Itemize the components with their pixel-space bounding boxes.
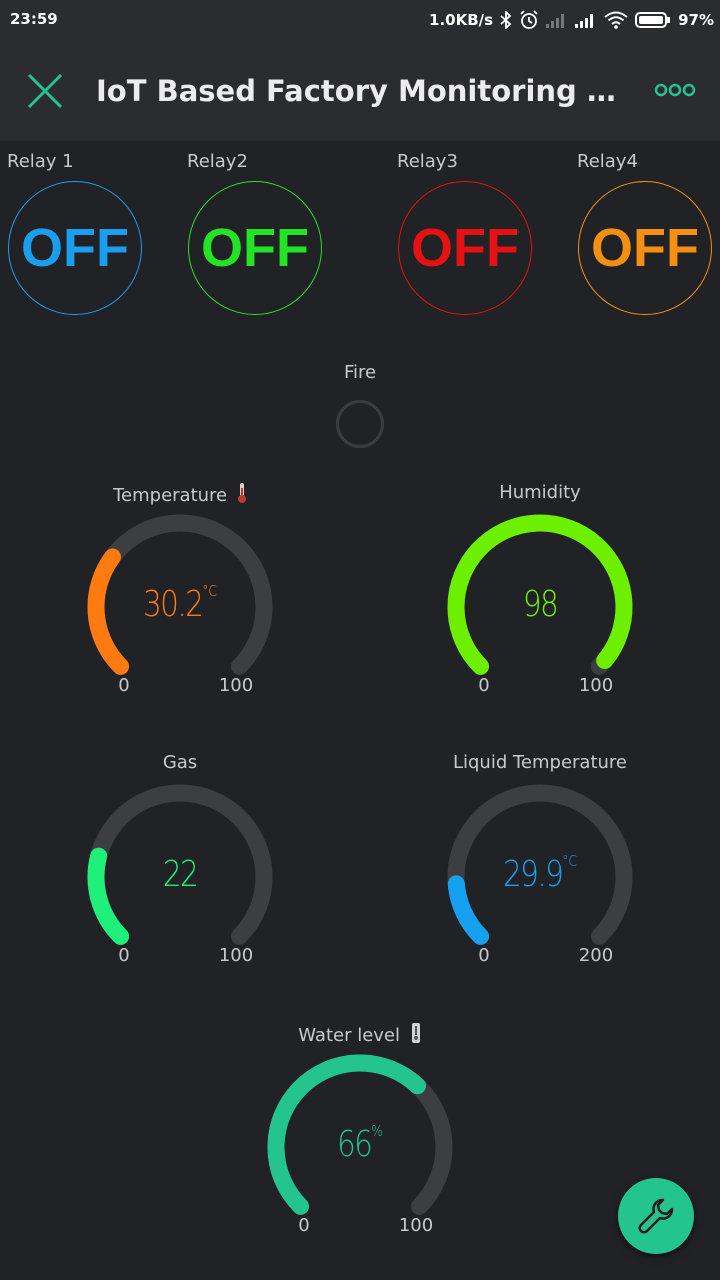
network-speed: 1.0KB/s <box>429 11 494 29</box>
liquid-temperature-min: 0 <box>478 945 490 966</box>
gas-value: 22 <box>98 854 262 895</box>
signal-icon <box>546 12 568 28</box>
humidity-value: 98 <box>458 584 622 625</box>
gauge-fill <box>447 514 633 675</box>
water-level-min: 0 <box>298 1215 310 1236</box>
liquid-temperature-gauge: 29.9°C <box>440 782 640 982</box>
temperature-gauge: 30.2°C <box>80 512 280 712</box>
status-time: 23:59 <box>10 10 58 28</box>
relay-3-label: Relay3 <box>397 151 458 172</box>
fire-label: Fire <box>343 362 377 383</box>
humidity-min: 0 <box>478 675 490 696</box>
temperature-min: 0 <box>118 675 130 696</box>
temperature-label: Temperature <box>113 485 228 506</box>
fire-led-indicator <box>336 400 384 448</box>
liquid-temperature-number: 29.9 <box>503 854 564 895</box>
liquid-temperature-unit: °C <box>562 852 577 870</box>
temperature-value: 30.2°C <box>98 582 262 625</box>
gas-label: Gas <box>162 752 198 773</box>
temperature-title: Temperature <box>60 482 300 509</box>
gas-max: 100 <box>218 945 254 966</box>
water-level-label: Water level <box>298 1025 400 1046</box>
settings-fab-button[interactable] <box>618 1178 694 1254</box>
battery-percent: 97% <box>678 11 714 29</box>
gauge-fill <box>87 548 130 675</box>
humidity-label: Humidity <box>499 482 581 503</box>
humidity-number: 98 <box>522 584 559 625</box>
battery-icon <box>635 12 671 28</box>
liquid-temperature-value: 29.9°C <box>458 852 622 895</box>
temperature-max: 100 <box>218 675 254 696</box>
signal-icon <box>575 12 597 28</box>
gas-gauge: 22 <box>80 782 280 982</box>
water-level-unit: % <box>371 1122 383 1140</box>
thermometer-icon <box>410 1022 422 1049</box>
status-bar: 23:59 1.0KB/s 97% <box>0 0 720 40</box>
relay-2-label: Relay2 <box>187 151 248 172</box>
liquid-temperature-label: Liquid Temperature <box>452 752 628 773</box>
water-level-number: 66 <box>337 1124 373 1165</box>
close-icon[interactable] <box>26 72 64 110</box>
gas-min: 0 <box>118 945 130 966</box>
relay-4-button[interactable]: OFF <box>578 181 712 315</box>
more-icon[interactable] <box>654 82 696 98</box>
alarm-icon <box>519 10 539 30</box>
water-level-max: 100 <box>398 1215 434 1236</box>
relay-2-button[interactable]: OFF <box>188 181 322 315</box>
gauge-fill <box>267 1054 426 1215</box>
page-title: IoT Based Factory Monitoring An… <box>96 74 616 108</box>
bluetooth-icon <box>500 11 512 29</box>
humidity-gauge: 98 <box>440 512 640 712</box>
gas-number: 22 <box>162 854 199 895</box>
temperature-unit: °C <box>202 582 217 600</box>
relay-1-label: Relay 1 <box>7 151 74 172</box>
thermometer-icon <box>237 482 247 509</box>
water-level-value: 66% <box>278 1122 442 1165</box>
gauge-fill <box>447 875 490 945</box>
relay-3-button[interactable]: OFF <box>398 181 532 315</box>
liquid-temperature-max: 200 <box>578 945 614 966</box>
app-bar: IoT Based Factory Monitoring An… <box>0 40 720 141</box>
relay-4-label: Relay4 <box>577 151 638 172</box>
humidity-max: 100 <box>578 675 614 696</box>
temperature-number: 30.2 <box>143 584 204 625</box>
water-level-title: Water level <box>240 1022 480 1049</box>
gauge-fill <box>87 847 130 945</box>
water-level-gauge: 66% <box>260 1052 460 1252</box>
wifi-icon <box>604 11 628 29</box>
relay-1-button[interactable]: OFF <box>8 181 142 315</box>
